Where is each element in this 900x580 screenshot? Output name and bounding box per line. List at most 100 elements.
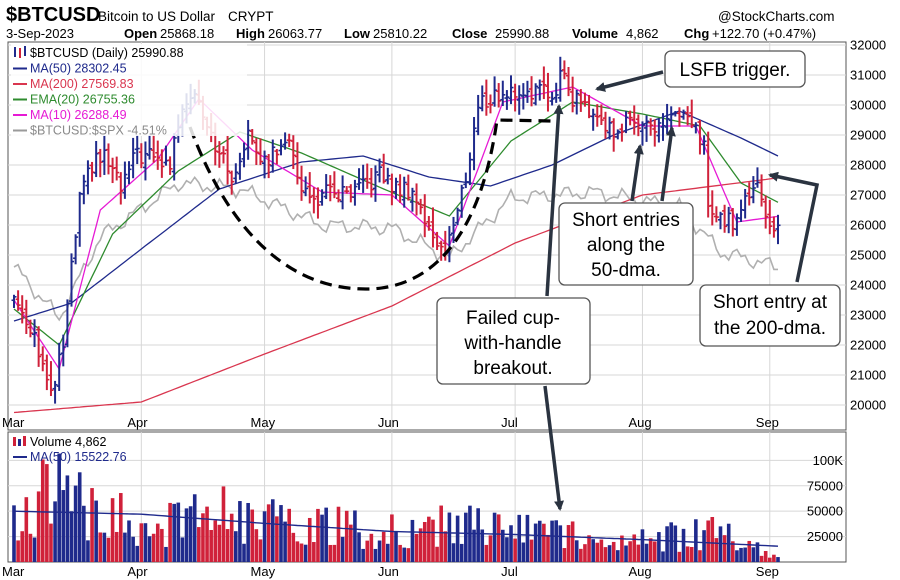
- volume-bar: [673, 525, 678, 562]
- ohlc-bar: [368, 167, 374, 198]
- volume-bar: [385, 543, 390, 562]
- volume-bar: [234, 531, 238, 562]
- volume-bar: [439, 505, 443, 562]
- ohlc-bar: [471, 117, 477, 171]
- volume-bar: [743, 547, 747, 562]
- volume-legend-label: MA(50) 15522.76: [30, 450, 127, 464]
- volume-bar: [340, 536, 345, 562]
- volume-bar: [607, 545, 612, 562]
- volume-bar: [49, 523, 53, 562]
- volume-bar: [312, 542, 316, 562]
- ohlc-bar: [151, 135, 157, 163]
- ohlc-bar: [155, 140, 161, 170]
- volume-bar: [61, 490, 66, 562]
- ohlc-bar: [19, 295, 25, 324]
- ohlc-bar: [44, 354, 50, 391]
- volume-bar: [106, 537, 111, 562]
- volume-bar: [599, 539, 604, 562]
- ohlc-bar: [237, 152, 243, 180]
- x-tick-label: Apr: [127, 564, 148, 579]
- change-value: +122.70 (+0.47%): [712, 26, 816, 41]
- volume-bar: [689, 546, 694, 562]
- volume-bar: [390, 514, 394, 562]
- ohlc-bar: [233, 163, 239, 184]
- ohlc-bar: [635, 114, 641, 137]
- price-y-tick: 25000: [850, 248, 886, 263]
- ohlc-bar: [598, 104, 604, 126]
- short200-arrow: [768, 171, 820, 283]
- volume-bar: [644, 543, 649, 562]
- price-panel: 20000 21000 22000 23000 24000 25000 26000 27000…: [7, 38, 886, 431]
- lsfb-box: [664, 50, 806, 88]
- volume-bar: [303, 544, 308, 562]
- ohlc-bar: [118, 172, 124, 205]
- volume-bar: [69, 511, 74, 562]
- price-y-tick: 31000: [850, 68, 886, 83]
- volume-bar: [472, 529, 476, 562]
- volume-bar: [406, 548, 411, 562]
- volume-bar: [755, 542, 760, 562]
- volume-bar: [82, 505, 86, 562]
- change-label: Chg: [684, 26, 709, 41]
- volume-bar: [324, 507, 328, 562]
- ohlc-bar: [167, 156, 173, 175]
- ohlc-bar: [23, 299, 29, 335]
- ohlc-bar: [553, 82, 559, 103]
- volume-bar: [147, 536, 152, 562]
- ohlc-bar: [639, 121, 645, 146]
- volume-bar: [180, 537, 185, 562]
- volume-bar: [706, 520, 710, 562]
- volume-bar: [254, 529, 259, 562]
- volume-bar: [505, 537, 509, 562]
- volume-bar: [275, 516, 279, 562]
- volume-bar: [484, 544, 489, 562]
- price-y-tick: 29000: [850, 128, 886, 143]
- exchange-label: CRYPT: [228, 9, 274, 24]
- volume-bar: [776, 557, 780, 562]
- ohlc-bar: [479, 85, 485, 112]
- ohlc-bar: [742, 188, 748, 219]
- volume-bar: [221, 486, 226, 562]
- failed-line-1: Failed cup-: [466, 308, 560, 329]
- volume-bar: [336, 506, 341, 562]
- volume-bar: [151, 533, 156, 562]
- volume-bar: [188, 506, 193, 562]
- volume-bar: [427, 516, 431, 562]
- legend-backdrop: [11, 44, 247, 136]
- volume-label: Volume: [572, 26, 618, 41]
- volume-bar: [258, 539, 263, 562]
- instrument-name: Bitcoin to US Dollar: [98, 9, 216, 24]
- ohlc-bar: [372, 165, 378, 202]
- volume-bar: [554, 520, 558, 562]
- ohlc-bar: [327, 175, 333, 202]
- volume-bar: [731, 541, 735, 562]
- volume-bar: [464, 512, 468, 562]
- volume-bar: [328, 544, 333, 562]
- ohlc-bar: [652, 119, 658, 147]
- ohlc-bar: [64, 299, 70, 348]
- short50-callout: Short entries along the 50-dma.: [558, 126, 694, 286]
- ohlc-bar: [426, 216, 432, 231]
- volume-legend-item: MA(50) 15522.76: [13, 450, 127, 464]
- ohlc-bar: [631, 105, 637, 135]
- ohlc-bar: [750, 176, 756, 204]
- ohlc-bar: [40, 346, 46, 372]
- volume-bar: [213, 520, 218, 562]
- x-tick-label: Mar: [2, 415, 25, 430]
- volume-bar: [316, 508, 320, 562]
- volume-bar: [550, 520, 554, 562]
- legend-label: $BTCUSD (Daily) 25990.88: [30, 46, 184, 60]
- failed-line-3: breakout.: [473, 358, 552, 379]
- ohlc-bar: [500, 80, 506, 107]
- volume-bar: [480, 529, 485, 562]
- ohlc-bar: [126, 161, 132, 185]
- ohlc-bar: [561, 60, 567, 80]
- volume-bar: [295, 541, 300, 562]
- volume-bar: [459, 543, 464, 562]
- ohlc-bar: [257, 138, 263, 166]
- ohlc-bar: [713, 206, 719, 223]
- volume-bar: [139, 523, 144, 562]
